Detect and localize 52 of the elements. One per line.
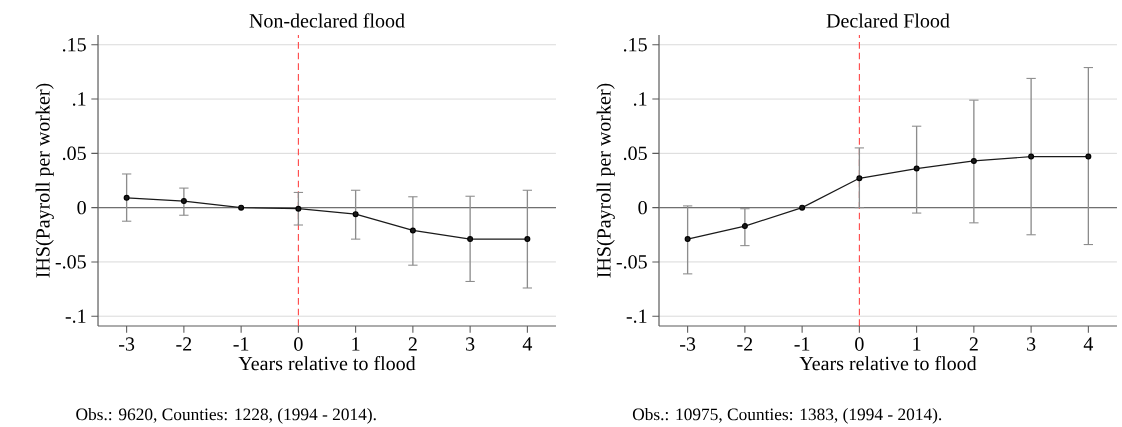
point <box>1028 153 1035 160</box>
y-tick-label: .05 <box>62 146 86 161</box>
text: Obs.: 9620, Counties: 1228, (1994 - 2014). <box>76 408 376 424</box>
x-tick-label: 4 <box>1083 337 1094 351</box>
x-tick-label: -1 <box>794 337 810 351</box>
y-tick-label: -.05 <box>55 255 86 269</box>
x-tick-label: -2 <box>176 337 192 351</box>
y-tick-label: 0 <box>638 200 647 215</box>
x-tick-label: 0 <box>855 337 864 351</box>
x-tick-label: -3 <box>119 337 135 351</box>
y-tick-label: .05 <box>623 146 647 161</box>
y-tick-label: -.1 <box>626 309 647 323</box>
point <box>970 157 977 164</box>
point <box>856 175 863 182</box>
point <box>409 227 416 234</box>
point <box>352 211 359 218</box>
point <box>1085 153 1092 160</box>
chart-title: Declared Flood <box>826 13 950 28</box>
x-axis-title: Years relative to flood <box>238 356 416 371</box>
x-tick-label: 3 <box>466 337 475 351</box>
y-axis-title: IHS(Payroll per worker) <box>596 83 615 278</box>
point <box>799 204 806 211</box>
point <box>684 236 691 243</box>
x-axis-title: Years relative to flood <box>799 356 977 371</box>
y-axis-title: IHS(Payroll per worker) <box>35 83 54 278</box>
y-tick-label: .15 <box>62 38 86 52</box>
y-tick-label: 0 <box>77 200 86 215</box>
x-tick-label: 1 <box>913 337 921 351</box>
x-tick-label: -2 <box>737 337 753 351</box>
y-tick-label: .15 <box>623 38 647 52</box>
x-tick-label: -3 <box>680 337 696 351</box>
y-tick-label: -.1 <box>65 309 86 323</box>
point <box>123 194 130 201</box>
point <box>913 165 920 172</box>
x-tick-label: 4 <box>522 337 533 351</box>
point <box>295 205 302 212</box>
y-tick-label: .1 <box>633 92 647 106</box>
x-tick-label: 2 <box>408 337 417 351</box>
point <box>524 236 531 243</box>
x-tick-label: -1 <box>233 337 249 351</box>
y-tick-label: .1 <box>72 92 86 106</box>
point <box>180 198 187 205</box>
chart-title: Non-declared flood <box>249 13 405 28</box>
point <box>467 236 474 243</box>
point <box>741 223 748 230</box>
x-tick-label: 0 <box>294 337 303 351</box>
y-tick-label: -.05 <box>616 255 647 269</box>
x-tick-label: 3 <box>1027 337 1036 351</box>
text: Obs.: 10975, Counties: 1383, (1994 - 2014). <box>632 408 942 424</box>
x-tick-label: 2 <box>969 337 978 351</box>
x-tick-label: 1 <box>352 337 360 351</box>
point <box>238 204 245 211</box>
